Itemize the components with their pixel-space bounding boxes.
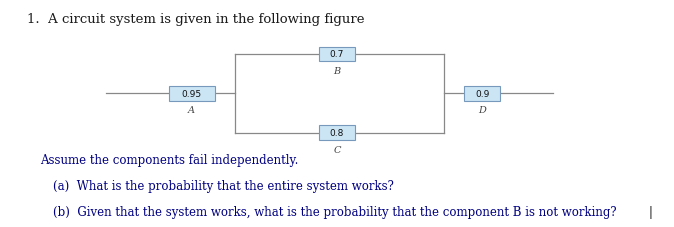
Text: 0.7: 0.7 [330, 50, 344, 59]
Text: Assume the components fail independently.: Assume the components fail independently… [40, 153, 298, 166]
Text: (a)  What is the probability that the entire system works?: (a) What is the probability that the ent… [53, 179, 394, 192]
Text: C: C [333, 145, 341, 154]
Text: 0.9: 0.9 [475, 89, 489, 98]
Text: 0.95: 0.95 [181, 89, 202, 98]
Text: D: D [479, 106, 486, 115]
Text: 1.  A circuit system is given in the following figure: 1. A circuit system is given in the foll… [26, 13, 364, 26]
Text: A: A [188, 106, 195, 115]
Text: B: B [334, 67, 340, 76]
FancyBboxPatch shape [319, 47, 355, 62]
FancyBboxPatch shape [168, 87, 215, 101]
FancyBboxPatch shape [464, 87, 501, 101]
Text: 0.8: 0.8 [330, 129, 344, 138]
Text: |: | [649, 205, 652, 218]
Text: (b)  Given that the system works, what is the probability that the component B i: (b) Given that the system works, what is… [53, 205, 617, 218]
FancyBboxPatch shape [319, 126, 355, 140]
